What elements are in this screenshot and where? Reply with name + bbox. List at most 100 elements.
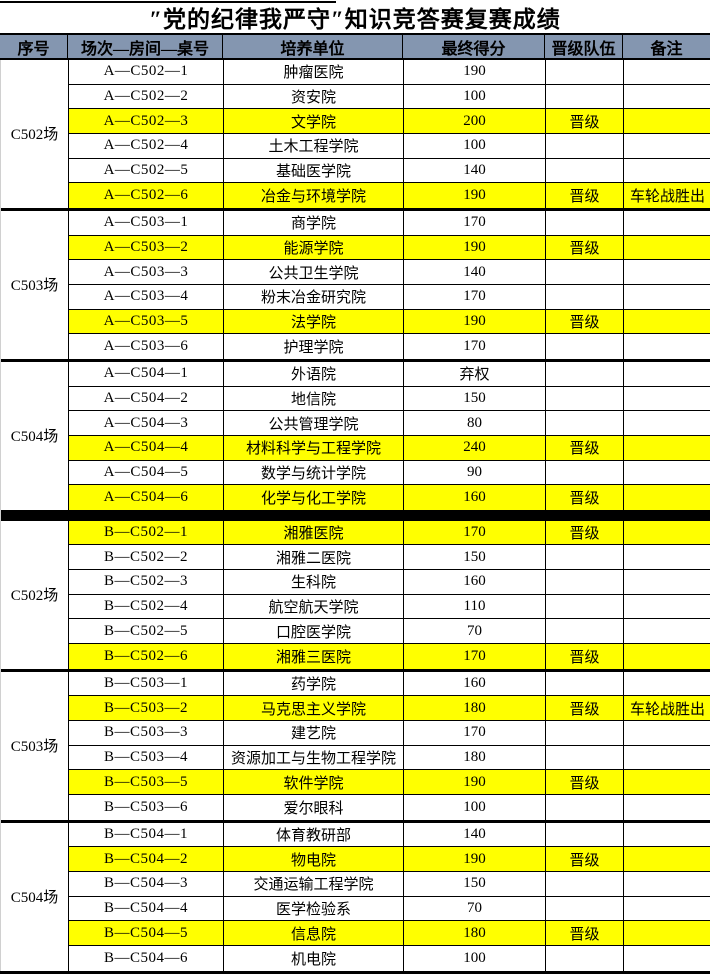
table-row: B—C503—4 资源加工与生物工程学院 180 [69, 745, 710, 771]
cell-note: 车轮战胜出 [629, 701, 705, 718]
cell-session-code: B—C503—3 [69, 721, 224, 745]
cell-unit: 护理学院 [224, 334, 404, 359]
cell-score: 170 [404, 721, 546, 745]
cell-promotion: 晋级 [546, 921, 624, 945]
table-row: B—C502—6 湘雅三医院 170 晋级 [69, 644, 710, 669]
cell-note [624, 109, 710, 133]
cell-promotion [546, 896, 624, 921]
cell-promotion [546, 411, 624, 435]
cell-venue: C503场 [1, 210, 69, 359]
cell-note [624, 795, 710, 820]
table-row: B—C504—3 交通运输工程学院 150 [69, 872, 710, 897]
cell-promotion: 晋级 [546, 309, 624, 334]
cell-note [624, 847, 710, 871]
table-row: A—C502—5 基础医学院 140 [69, 158, 710, 184]
cell-note [624, 823, 710, 847]
cell-promotion [546, 822, 624, 847]
cell-session-code: B—C502—6 [69, 644, 224, 669]
cell-note: 车轮战胜出 [629, 189, 705, 206]
table-row: A—C503—3 公共卫生学院 140 [69, 260, 710, 285]
cell-promotion [546, 795, 624, 820]
cell-score: 200 [404, 109, 546, 133]
cell-unit: 化学与化工学院 [224, 485, 404, 510]
cell-session-code: A—C503—5 [69, 309, 224, 334]
table-row: B—C502—2 湘雅二医院 150 [69, 545, 710, 571]
cell-unit: 地信院 [224, 386, 404, 411]
cell-note [624, 411, 710, 435]
table-row: B—C503—6 爱尔眼科 100 [69, 795, 710, 820]
cell-score: 100 [404, 795, 546, 820]
cell-promotion [546, 671, 624, 696]
table-row: B—C502—3 生科院 160 [69, 570, 710, 595]
cell-venue: C504场 [1, 361, 69, 510]
table-row: B—C502—1 湘雅医院 170 晋级 [69, 520, 710, 546]
cell-session-code: A—C504—2 [69, 386, 224, 411]
cell-promotion: 晋级 [546, 696, 624, 721]
cell-note [624, 159, 710, 183]
cell-session-code: A—C502—3 [69, 109, 224, 133]
cell-score: 160 [404, 485, 546, 510]
cell-score: 190 [404, 847, 546, 871]
cell-session-code: A—C504—1 [69, 361, 224, 386]
cell-note [624, 485, 710, 510]
table-row: A—C504—6 化学与化工学院 160 晋级 [69, 485, 710, 510]
venue-group: C502场 A—C502—1 肿瘤医院 190 A—C502—2 资安院 100… [1, 60, 710, 208]
cell-score: 150 [404, 545, 546, 570]
table-row: B—C504—2 物电院 190 晋级 [69, 847, 710, 872]
cell-session-code: A—C503—1 [69, 210, 224, 235]
cell-session-code: A—C503—2 [69, 235, 224, 260]
cell-score: 90 [404, 460, 546, 485]
cell-session-code: B—C503—5 [69, 770, 224, 795]
cell-score: 100 [404, 84, 546, 109]
cell-promotion: 晋级 [546, 235, 624, 260]
venue-group: C504场 A—C504—1 外语院 弃权 A—C504—2 地信院 150 A… [1, 358, 710, 510]
cell-note [624, 260, 710, 284]
cell-score: 170 [404, 334, 546, 359]
table-body: C502场 A—C502—1 肿瘤医院 190 A—C502—2 资安院 100… [0, 60, 710, 971]
cell-note [624, 236, 710, 260]
column-header-session: 场次—房间—桌号 [68, 35, 223, 59]
cell-promotion [546, 872, 624, 896]
section-divider [1, 509, 710, 518]
table-row: A—C504—5 数学与统计学院 90 [69, 460, 710, 486]
cell-score: 80 [404, 411, 546, 435]
table-row: B—C504—5 信息院 180 晋级 [69, 921, 710, 946]
cell-promotion [546, 361, 624, 386]
table-row: B—C503—2 马克思主义学院 180 晋级 车轮战胜出 [69, 696, 710, 722]
cell-score: 150 [404, 872, 546, 896]
cell-session-code: B—C504—6 [69, 945, 224, 971]
cell-unit: 物电院 [224, 847, 404, 871]
table-row: A—C502—1 肿瘤医院 190 [69, 60, 710, 85]
cell-promotion [546, 721, 624, 745]
cell-note [624, 872, 710, 896]
cell-promotion [546, 386, 624, 411]
cell-unit: 湘雅医院 [224, 520, 404, 545]
cell-note [624, 334, 710, 359]
cell-note [624, 770, 710, 794]
cell-unit: 机电院 [224, 945, 404, 971]
cell-note [624, 595, 710, 619]
cell-promotion [546, 84, 624, 109]
cell-score: 180 [404, 696, 546, 721]
table-row: A—C504—1 外语院 弃权 [69, 361, 710, 387]
cell-session-code: A—C502—5 [69, 158, 224, 183]
bottom-border [0, 970, 710, 974]
cell-promotion [546, 460, 624, 485]
cell-unit: 公共卫生学院 [224, 260, 404, 284]
cell-score: 150 [404, 386, 546, 411]
cell-note [624, 310, 710, 334]
cell-score: 240 [404, 435, 546, 460]
cell-unit: 交通运输工程学院 [224, 872, 404, 896]
cell-session-code: A—C502—1 [69, 60, 224, 84]
cell-note [624, 619, 710, 643]
cell-promotion: 晋级 [546, 109, 624, 133]
cell-session-code: B—C502—4 [69, 594, 224, 619]
cell-score: 190 [404, 60, 546, 84]
cell-score: 190 [404, 770, 546, 795]
cell-session-code: B—C502—1 [69, 520, 224, 545]
cell-promotion [546, 619, 624, 644]
table-row: A—C504—2 地信院 150 [69, 386, 710, 412]
cell-score: 190 [404, 309, 546, 334]
cell-note [624, 285, 710, 309]
